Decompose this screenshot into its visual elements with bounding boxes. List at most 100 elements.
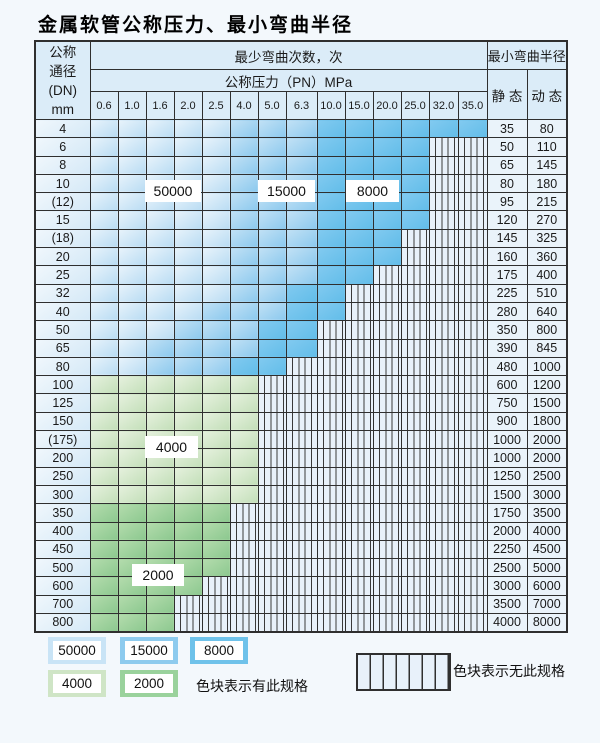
spec-cell-h [400, 521, 430, 541]
spec-cell-h [428, 173, 459, 194]
spec-cell-h [257, 576, 287, 596]
legend-swatch-8000: 8000 [190, 637, 248, 664]
spec-cell-h [285, 613, 318, 633]
spec-cell-h [428, 393, 459, 413]
spec-cell-b1 [117, 192, 147, 212]
static-radius-cell: 600 [486, 375, 528, 395]
spec-cell-h [229, 613, 259, 633]
spec-cell-g1 [201, 430, 231, 450]
spec-cell-h [257, 375, 287, 395]
spec-cell-b3 [285, 283, 318, 303]
pressure-header: 公称压力（PN）MPa [89, 69, 488, 92]
spec-cell-h [457, 393, 488, 413]
spec-cell-h [428, 466, 459, 486]
spec-cell-h [316, 393, 346, 413]
page-title: 金属软管公称压力、最小弯曲半径 [38, 14, 354, 36]
dn-cell: 80 [34, 356, 91, 377]
spec-cell-b1 [173, 265, 203, 285]
legend-swatch-label: 50000 [53, 641, 101, 660]
spec-cell-b1 [89, 265, 119, 285]
pressure-tick: 15.0 [344, 91, 374, 120]
static-radius-cell: 2250 [486, 539, 528, 560]
spec-cell-g1 [89, 466, 119, 486]
spec-cell-b1 [117, 137, 147, 157]
spec-cell-h [457, 210, 488, 230]
spec-cell-h [428, 521, 459, 541]
spec-cell-h [400, 558, 430, 578]
dynamic-radius-cell: 510 [526, 283, 568, 303]
spec-cell-h [428, 320, 459, 340]
spec-cell-h [344, 338, 374, 358]
static-radius-cell: 3500 [486, 594, 528, 615]
spec-cell-b3 [400, 137, 430, 157]
dynamic-radius-cell: 2000 [526, 430, 568, 450]
spec-cell-h [428, 539, 459, 560]
spec-cell-b2 [173, 356, 203, 377]
spec-cell-b3 [372, 247, 402, 267]
spec-cell-h [457, 283, 488, 303]
spec-cell-h [457, 265, 488, 285]
spec-cell-h [457, 503, 488, 523]
spec-cell-h [344, 503, 374, 523]
spec-cell-h [457, 356, 488, 377]
static-radius-cell: 480 [486, 356, 528, 377]
pressure-tick: 35.0 [457, 91, 488, 120]
table-row: 25 175 400 [34, 265, 568, 285]
spec-cell-b3 [344, 228, 374, 249]
spec-cell-g1 [201, 393, 231, 413]
static-radius-cell: 65 [486, 155, 528, 175]
spec-cell-h [285, 558, 318, 578]
spec-cell-b2 [257, 283, 287, 303]
spec-cell-h [344, 484, 374, 505]
spec-cell-g2 [89, 521, 119, 541]
spec-cell-g2 [145, 594, 175, 615]
header-row-pressures: 0.6 1.0 1.6 2.0 2.5 4.0 5.0 6.3 10.0 15.0 20.0 25.0… [35, 91, 567, 120]
spec-cell-b1 [89, 155, 119, 175]
spec-cell-h [316, 539, 346, 560]
table-row: 8 65 145 [34, 155, 568, 175]
spec-cell-h [285, 430, 318, 450]
dn-cell: 700 [34, 594, 91, 615]
dn-header-line: mm [51, 101, 75, 117]
legend-swatch-2000: 2000 [120, 670, 178, 697]
spec-cell-b1 [173, 155, 203, 175]
spec-cell-b3 [316, 192, 346, 212]
dn-cell: 20 [34, 247, 91, 267]
spec-cell-b2 [285, 118, 318, 139]
spec-cell-h [428, 558, 459, 578]
static-radius-cell: 2000 [486, 521, 528, 541]
region-label-15000: 15000 [258, 180, 315, 202]
spec-cell-h [457, 247, 488, 267]
spec-cell-b1 [89, 192, 119, 212]
spec-cell-h [372, 283, 402, 303]
spec-cell-h [316, 338, 346, 358]
spec-cell-b1 [201, 265, 231, 285]
spec-cell-b3 [257, 338, 287, 358]
dynamic-radius-cell: 145 [526, 155, 568, 175]
table-row: 450 2250 4500 [34, 539, 568, 560]
spec-cell-g2 [201, 503, 231, 523]
spec-cell-b3 [400, 192, 430, 212]
spec-cell-g1 [145, 484, 175, 505]
spec-cell-b3 [285, 338, 318, 358]
spec-cell-b2 [229, 118, 259, 139]
spec-cell-h [428, 411, 459, 432]
spec-cell-h [400, 320, 430, 340]
spec-cell-h [257, 466, 287, 486]
spec-cell-h [316, 613, 346, 633]
static-radius-cell: 350 [486, 320, 528, 340]
spec-cell-b1 [117, 173, 147, 194]
spec-cell-h [229, 521, 259, 541]
spec-cell-b2 [229, 247, 259, 267]
spec-cell-h [257, 484, 287, 505]
spec-cell-b3 [400, 210, 430, 230]
spec-cell-h [257, 503, 287, 523]
spec-cell-h [400, 539, 430, 560]
static-radius-cell: 50 [486, 137, 528, 157]
dynamic-radius-cell: 360 [526, 247, 568, 267]
spec-cell-h [257, 430, 287, 450]
pressure-tick: 1.0 [117, 91, 147, 120]
spec-cell-h [457, 466, 488, 486]
spec-cell-b3 [400, 173, 430, 194]
spec-cell-h [428, 484, 459, 505]
